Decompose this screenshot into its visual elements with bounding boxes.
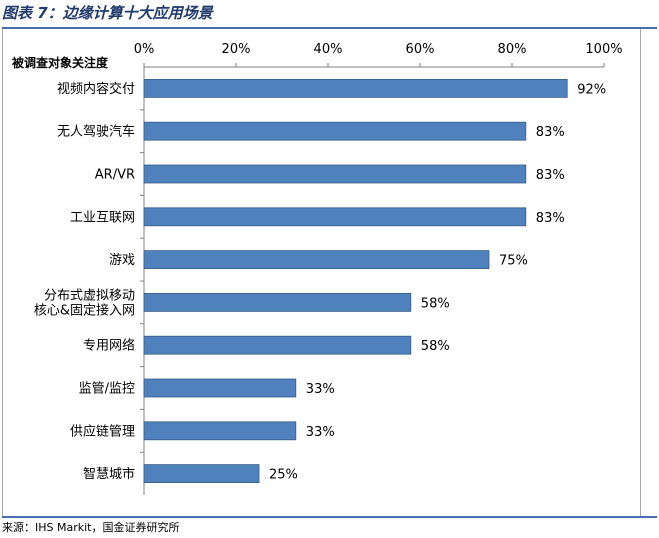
x-tick-label: 40%: [314, 42, 343, 57]
x-tick-label: 80%: [498, 42, 527, 57]
category-label: 智慧城市: [83, 466, 135, 482]
bar: [143, 164, 527, 184]
bar: [143, 121, 527, 141]
bar: [143, 79, 568, 98]
category-label: 视频内容交付: [57, 81, 135, 97]
data-label: 83%: [536, 125, 565, 140]
category-label: AR/VR: [95, 168, 135, 183]
x-tick-label: 20%: [222, 42, 251, 57]
category-label: 分布式虚拟移动: [44, 288, 135, 303]
bottom-rule: [2, 516, 657, 518]
bar: [143, 250, 490, 270]
x-tick-label: 0%: [134, 42, 155, 57]
data-label: 25%: [269, 468, 298, 483]
chart-frame: [2, 29, 641, 516]
bar: [143, 378, 297, 398]
category-label: 无人驾驶汽车: [57, 124, 135, 140]
bar: [143, 335, 412, 355]
x-tick-label: 100%: [585, 42, 622, 57]
figure-title: 图表 7：边缘计算十大应用场景: [2, 4, 213, 22]
data-label: 83%: [536, 168, 565, 183]
data-label: 58%: [421, 339, 450, 354]
category-label: 供应链管理: [70, 423, 135, 439]
y-axis-title: 被调查对象关注度: [12, 55, 109, 70]
category-label: 工业互联网: [70, 210, 135, 225]
category-label: 核心&固定接入网: [34, 302, 135, 318]
data-label: 33%: [306, 382, 335, 397]
data-label: 92%: [577, 82, 606, 97]
data-label: 58%: [421, 296, 450, 311]
category-label: 游戏: [109, 253, 135, 268]
data-label: 75%: [499, 254, 528, 269]
title-rule: [2, 27, 657, 29]
data-label: 83%: [536, 211, 565, 226]
bar: [143, 464, 260, 484]
category-label: 监管/监控: [79, 382, 135, 397]
category-label: 专用网络: [83, 338, 135, 354]
bar: [143, 292, 412, 312]
data-label: 33%: [306, 425, 335, 440]
x-tick-label: 60%: [406, 42, 435, 57]
source-note: 来源：IHS Markit，国金证券研究所: [2, 521, 180, 534]
bar: [143, 421, 297, 441]
bar: [143, 207, 527, 227]
